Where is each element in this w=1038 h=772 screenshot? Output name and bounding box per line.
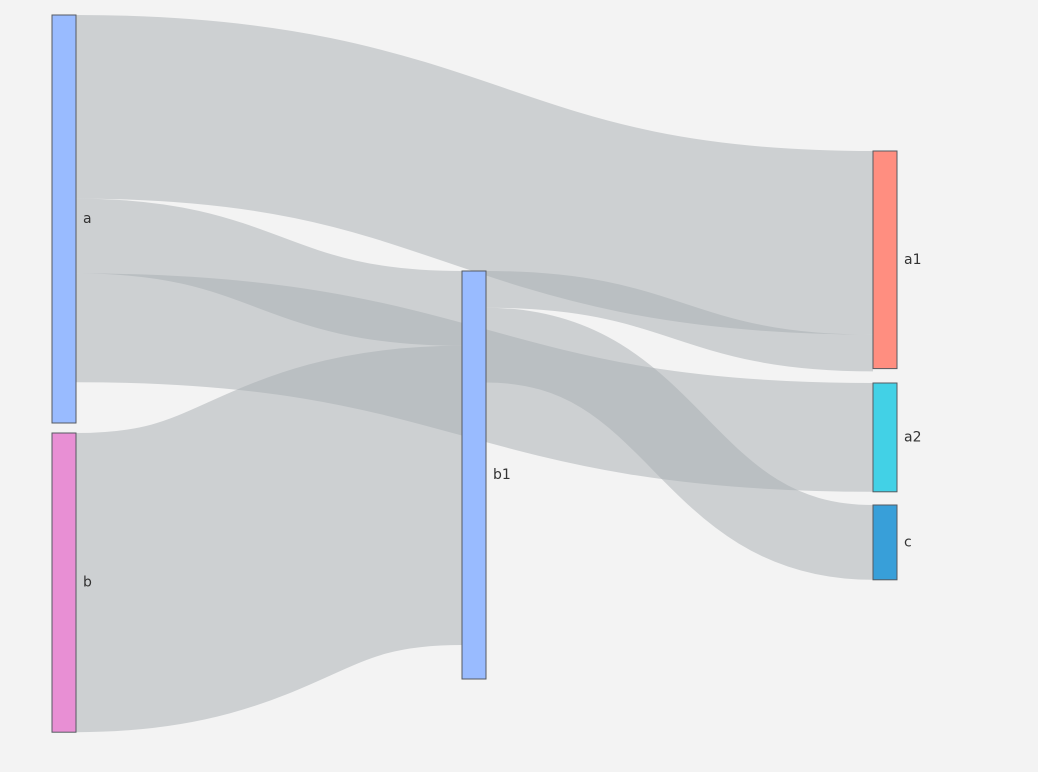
node-a[interactable] (51, 14, 77, 424)
node-a1[interactable] (872, 150, 898, 370)
node-label-a: a (83, 211, 92, 227)
node-b[interactable] (51, 432, 77, 733)
node-a2[interactable] (872, 382, 898, 493)
node-c[interactable] (872, 504, 898, 581)
node-label-b1: b1 (493, 467, 511, 483)
link-b-b1[interactable] (73, 345, 465, 733)
link-b1-c[interactable] (484, 307, 875, 580)
node-b1[interactable] (461, 270, 487, 680)
node-label-c: c (904, 534, 912, 550)
link-a-b1[interactable] (75, 198, 463, 346)
link-b1-a1[interactable] (485, 271, 874, 372)
labels-layer: a b b1 a1 a2 c (83, 211, 922, 591)
node-label-a1: a1 (904, 252, 922, 268)
node-label-b: b (83, 575, 92, 591)
link-a-a1[interactable] (75, 15, 874, 335)
node-label-a2: a2 (904, 429, 922, 445)
nodes-layer (51, 14, 898, 733)
